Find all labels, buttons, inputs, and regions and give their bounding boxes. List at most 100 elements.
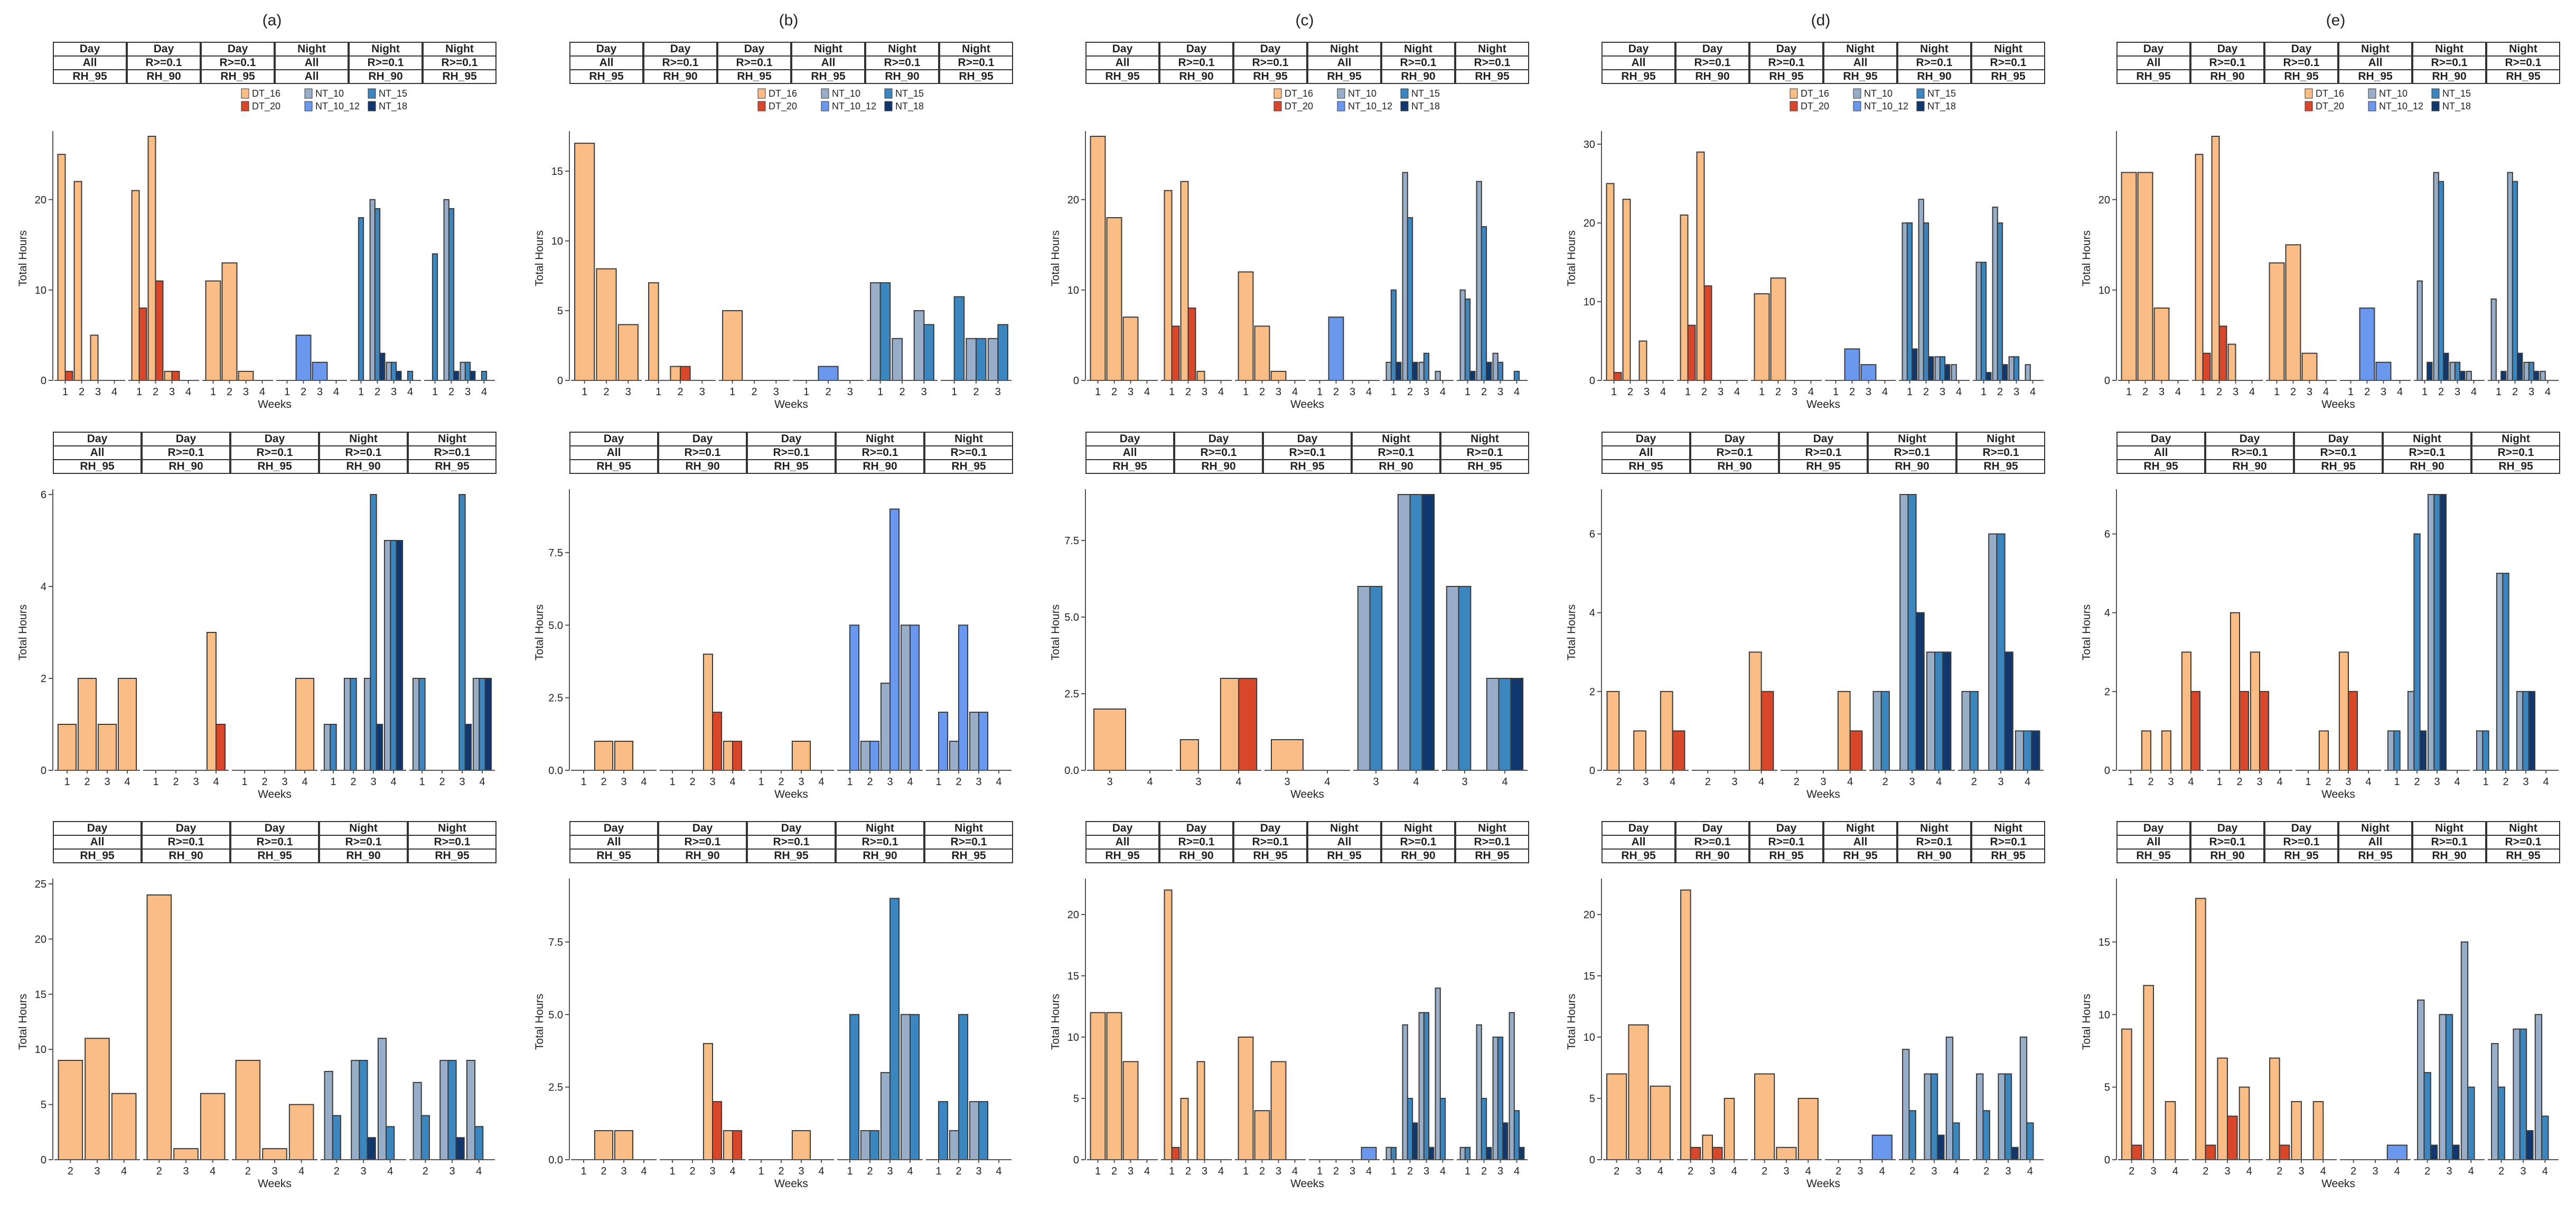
bar-nt-15 (1464, 1146, 1471, 1161)
bar-nt-15 (1880, 691, 1890, 771)
strip-label: R>=0.1 (2232, 446, 2268, 459)
bar-nt-10 (439, 1060, 449, 1160)
x-tick-label: 2 (2503, 776, 2508, 788)
x-tick-label: 2 (1259, 1166, 1265, 1177)
x-tick-label: 3 (360, 1166, 366, 1177)
bar-nt-10 (1926, 651, 1936, 771)
bar-dt-16 (1106, 217, 1122, 381)
strip-cell (2116, 849, 2190, 863)
x-tick-label: 2 (1111, 1166, 1117, 1177)
bar-nt-10-12 (295, 334, 312, 381)
strip-cell (569, 849, 658, 863)
bar-nt-15 (330, 724, 337, 771)
strip-label: All (821, 57, 836, 69)
x-tick-label: 4 (996, 776, 1001, 788)
strip-cell (1897, 849, 1971, 863)
y-tick-label: 7.5 (548, 547, 563, 559)
bar-dt-16 (1164, 889, 1173, 1160)
x-tick-label: 1 (2483, 776, 2488, 788)
bar-dt-16 (614, 741, 634, 771)
strip-label: Night (2435, 822, 2463, 834)
panel-label: (a) (263, 12, 282, 29)
x-tick-label: 3 (1635, 1166, 1641, 1177)
strip-cell (1779, 459, 1868, 474)
bar-dt-16 (1196, 370, 1205, 381)
strip-label: All (90, 836, 105, 848)
x-tick-label: 3 (243, 386, 249, 398)
legend-swatch (241, 101, 249, 111)
strip-cell (1956, 432, 2045, 446)
legend-label: NT_10_12 (832, 101, 876, 112)
strip-label: RH_90 (346, 850, 380, 862)
x-tick-label: 3 (1731, 776, 1737, 788)
strip-label: Day (1636, 433, 1656, 445)
y-axis-title: Total Hours (2081, 230, 2093, 286)
y-tick-label: 5 (2104, 1082, 2110, 1094)
x-tick-label: 3 (887, 1166, 893, 1177)
bar-dt-20 (1712, 1146, 1723, 1161)
bar-nt-15 (910, 1014, 920, 1161)
bar-nt-18 (2002, 364, 2008, 381)
x-tick-label: 2 (1923, 386, 1929, 398)
strip-label: All (1116, 836, 1130, 848)
strip-label: RH_95 (2284, 70, 2319, 82)
x-tick-label: 1 (580, 1166, 586, 1177)
x-tick-label: 4 (729, 776, 735, 788)
x-tick-label: 3 (798, 776, 804, 788)
bar-dt-20 (732, 1130, 743, 1161)
strip-label: Night (2361, 822, 2390, 834)
strip-cell (1085, 459, 1174, 474)
strip-cell (1897, 835, 1971, 850)
strip-label: RH_90 (1895, 460, 1929, 472)
strip-cell (1159, 69, 1233, 84)
bar-nt-10 (1459, 1146, 1466, 1161)
strip-label: R>=0.1 (1178, 57, 1215, 69)
bar-dt-16 (648, 282, 659, 381)
y-tick-label: 0 (41, 765, 46, 777)
bar-nt-15 (1923, 222, 1929, 381)
bar-dt-16 (205, 280, 221, 381)
bar-nt-18 (2459, 370, 2466, 381)
strip-label: Night (1920, 822, 1949, 834)
x-tick-label: 1 (432, 386, 438, 398)
bar-dt-20 (2218, 325, 2227, 381)
x-tick-label: 4 (2025, 776, 2030, 788)
bar-dt-16 (1164, 190, 1173, 381)
bar-nt-15 (1497, 1037, 1504, 1160)
strip-cell (1868, 459, 1956, 474)
bar-nt-10 (1951, 364, 1957, 381)
strip-cell (836, 821, 924, 836)
strip-cell (747, 445, 836, 460)
strip-cell (658, 445, 747, 460)
bar-nt-10 (2523, 361, 2530, 381)
x-tick-label: 3 (2307, 386, 2312, 398)
strip-label: Night (371, 43, 400, 55)
strip-label: RH_95 (774, 850, 809, 862)
strip-cell (1455, 42, 1529, 57)
legend-label: DT_20 (1285, 101, 1313, 112)
strip-cell (1352, 459, 1440, 474)
x-tick-label: 3 (1462, 776, 1467, 788)
strip-label: Day (692, 822, 713, 834)
x-tick-label: 4 (1292, 1166, 1298, 1177)
x-tick-label: 4 (907, 776, 913, 788)
x-tick-label: 4 (2323, 386, 2329, 398)
bar-nt-15 (1369, 586, 1383, 771)
x-tick-label: 2 (2364, 386, 2370, 398)
strip-label: RH_90 (685, 460, 719, 472)
x-axis-title: Weeks (1290, 788, 1324, 800)
x-tick-label: 1 (1317, 1166, 1323, 1177)
x-tick-label: 4 (1956, 386, 1962, 398)
strip-label: RH_90 (1401, 70, 1435, 82)
bar-dt-16 (111, 1093, 137, 1160)
bar-dt-16 (791, 741, 811, 771)
legend-label: NT_18 (2442, 101, 2471, 112)
y-tick-label: 0 (2104, 375, 2110, 387)
x-tick-label: 2 (1762, 1166, 1767, 1177)
legend-swatch (2431, 101, 2440, 111)
bar-nt-10 (949, 741, 960, 771)
strip-cell (275, 55, 349, 70)
bar-dt-16 (1254, 325, 1270, 381)
x-tick-label: 1 (951, 386, 957, 398)
strip-label: Day (2217, 822, 2238, 834)
